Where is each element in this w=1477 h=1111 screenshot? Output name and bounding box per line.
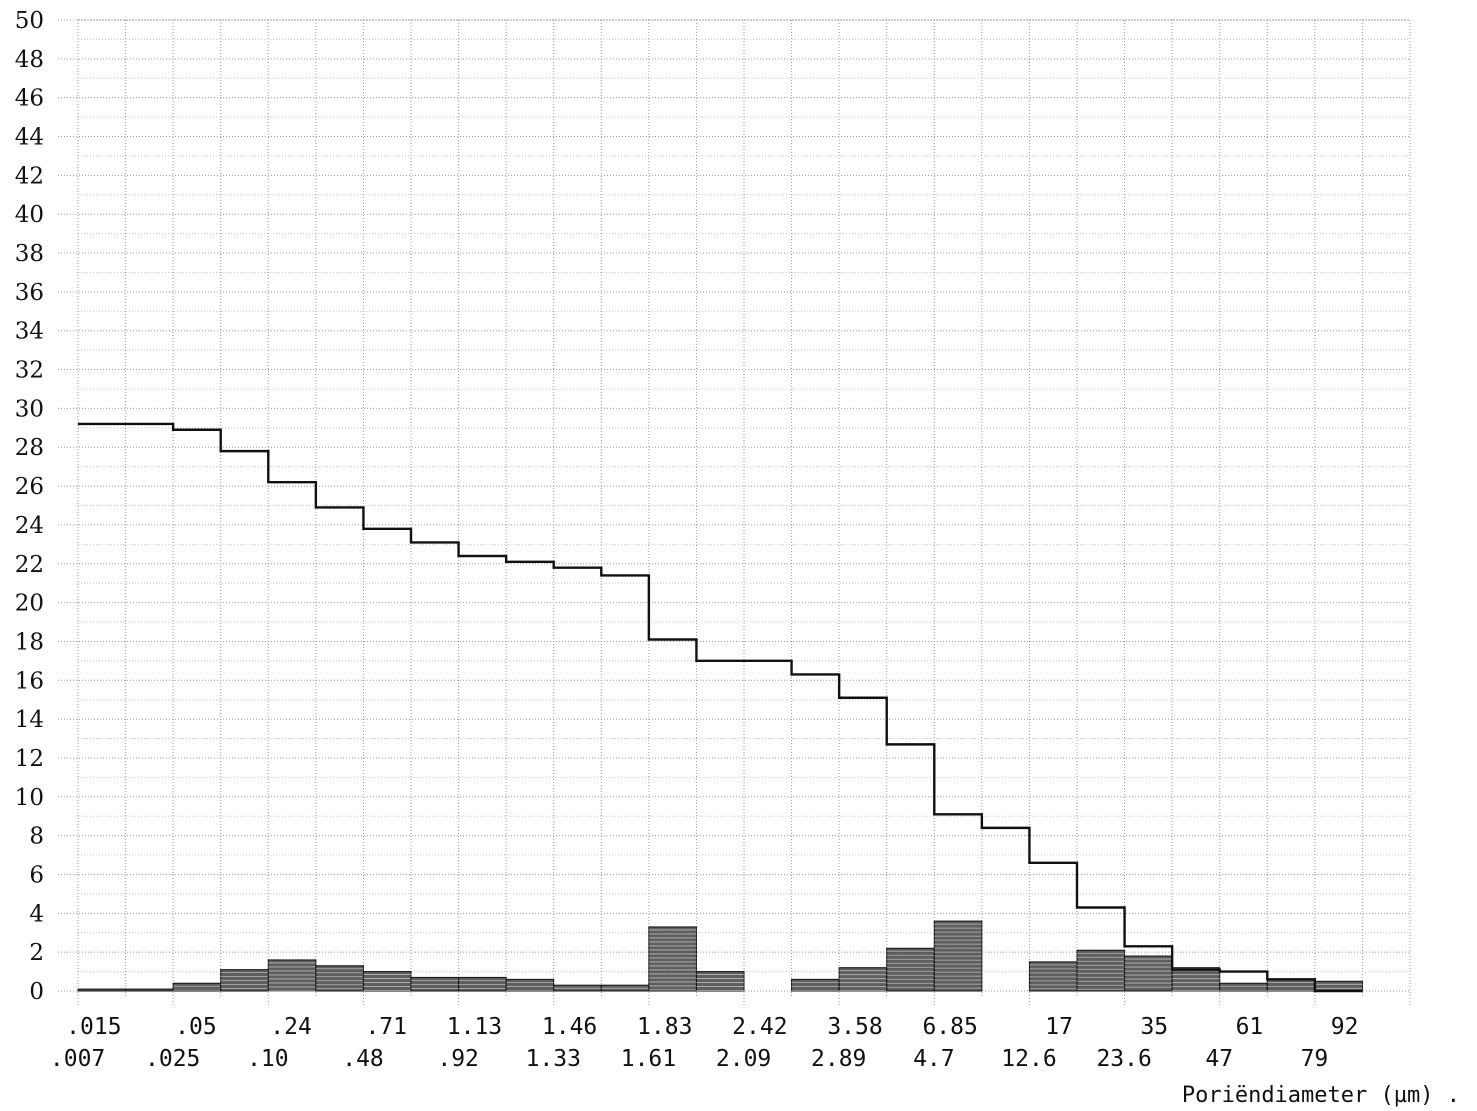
x-tick-labels-bottom: .007 .025 .10 .48 .92 1.33 1.61 2.09 2.89 4.7 12.6…: [50, 1046, 1328, 1072]
x-tick-label-bottom: .48: [342, 1046, 384, 1072]
x-tick-label-top: 92: [1331, 1014, 1359, 1040]
y-tick-label: 38: [15, 241, 44, 267]
y-tick-label: 28: [15, 435, 44, 461]
y-tick-label: 46: [15, 86, 44, 112]
y-tick-label: 50: [15, 8, 44, 34]
x-tick-label-bottom: 2.09: [716, 1046, 771, 1072]
x-tick-label-bottom: 1.33: [526, 1046, 581, 1072]
distribution-bar: [886, 947, 935, 992]
y-tick-label: 12: [15, 746, 44, 772]
distribution-bar: [77, 988, 127, 992]
y-tick-label: 44: [15, 125, 44, 151]
distribution-bars: [77, 920, 1363, 992]
y-tick-label: 0: [29, 979, 44, 1005]
y-tick-label: 4: [29, 901, 44, 927]
y-tick-label: 20: [15, 591, 44, 617]
y-tick-label: 34: [15, 319, 44, 345]
distribution-bar: [1314, 980, 1363, 992]
y-tick-label: 40: [15, 202, 44, 228]
x-tick-label-bottom: .10: [247, 1046, 289, 1072]
y-tick-label: 6: [29, 862, 44, 888]
x-tick-label-top: .71: [365, 1014, 407, 1040]
x-tick-label-bottom: .92: [437, 1046, 479, 1072]
x-tick-label-top: 35: [1140, 1014, 1168, 1040]
x-tick-label-bottom: 4.7: [913, 1046, 955, 1072]
distribution-bar: [267, 959, 317, 992]
x-tick-label-top: 6.85: [922, 1014, 977, 1040]
x-tick-label-top: .24: [270, 1014, 312, 1040]
x-tick-label-bottom: 79: [1301, 1046, 1329, 1072]
x-tick-label-top: .015: [66, 1014, 121, 1040]
distribution-bar: [838, 967, 888, 992]
distribution-bar: [125, 988, 174, 992]
x-tick-label-top: 1.46: [542, 1014, 597, 1040]
y-tick-labels: 0246810121416182022242628303234363840424…: [15, 8, 44, 1005]
distribution-bar: [1124, 955, 1173, 992]
x-tick-label-top: 1.13: [447, 1014, 502, 1040]
x-tick-label-top: 17: [1045, 1014, 1073, 1040]
y-tick-label: 24: [15, 513, 44, 539]
y-tick-label: 48: [15, 47, 44, 73]
y-tick-label: 18: [15, 629, 44, 655]
x-tick-label-top: 3.58: [827, 1014, 882, 1040]
x-tick-label-top: .05: [175, 1014, 217, 1040]
distribution-bar: [1028, 961, 1078, 992]
y-tick-label: 32: [15, 358, 44, 384]
distribution-bar: [1266, 978, 1316, 992]
y-tick-label: 8: [29, 824, 44, 850]
x-tick-label-top: 1.83: [637, 1014, 692, 1040]
x-tick-label-bottom: 12.6: [1001, 1046, 1056, 1072]
x-tick-label-top: 61: [1236, 1014, 1264, 1040]
y-tick-label: 36: [15, 280, 44, 306]
x-tick-label-bottom: 1.61: [621, 1046, 676, 1072]
distribution-bar: [1171, 967, 1221, 992]
x-tick-label-bottom: 47: [1205, 1046, 1233, 1072]
distribution-bar: [791, 978, 840, 992]
x-tick-label-bottom: 23.6: [1096, 1046, 1151, 1072]
y-tick-label: 16: [15, 668, 44, 694]
distribution-bar: [648, 926, 697, 992]
x-tick-label-bottom: 2.89: [811, 1046, 866, 1072]
y-tick-label: 42: [15, 163, 44, 189]
y-tick-label: 30: [15, 396, 44, 422]
distribution-bar: [315, 965, 364, 992]
y-tick-label: 14: [15, 707, 44, 733]
y-tick-label: 10: [15, 785, 44, 811]
y-tick-label: 2: [29, 940, 44, 966]
y-tick-label: 26: [15, 474, 44, 500]
cumulative-step-line: [78, 422, 1363, 993]
y-tick-label: 22: [15, 552, 44, 578]
distribution-bar: [505, 978, 555, 992]
x-tick-label-top: 2.42: [732, 1014, 787, 1040]
x-tick-label-bottom: .007: [50, 1046, 105, 1072]
grid: [58, 19, 1411, 1005]
x-axis-label: Poriëndiameter (µm) .: [1182, 1083, 1460, 1108]
x-tick-labels-top: .015 .05 .24 .71 1.13 1.46 1.83 2.42 3.58 6.85 17 3…: [66, 1014, 1358, 1040]
distribution-bar: [695, 971, 745, 992]
x-tick-label-bottom: .025: [145, 1046, 200, 1072]
